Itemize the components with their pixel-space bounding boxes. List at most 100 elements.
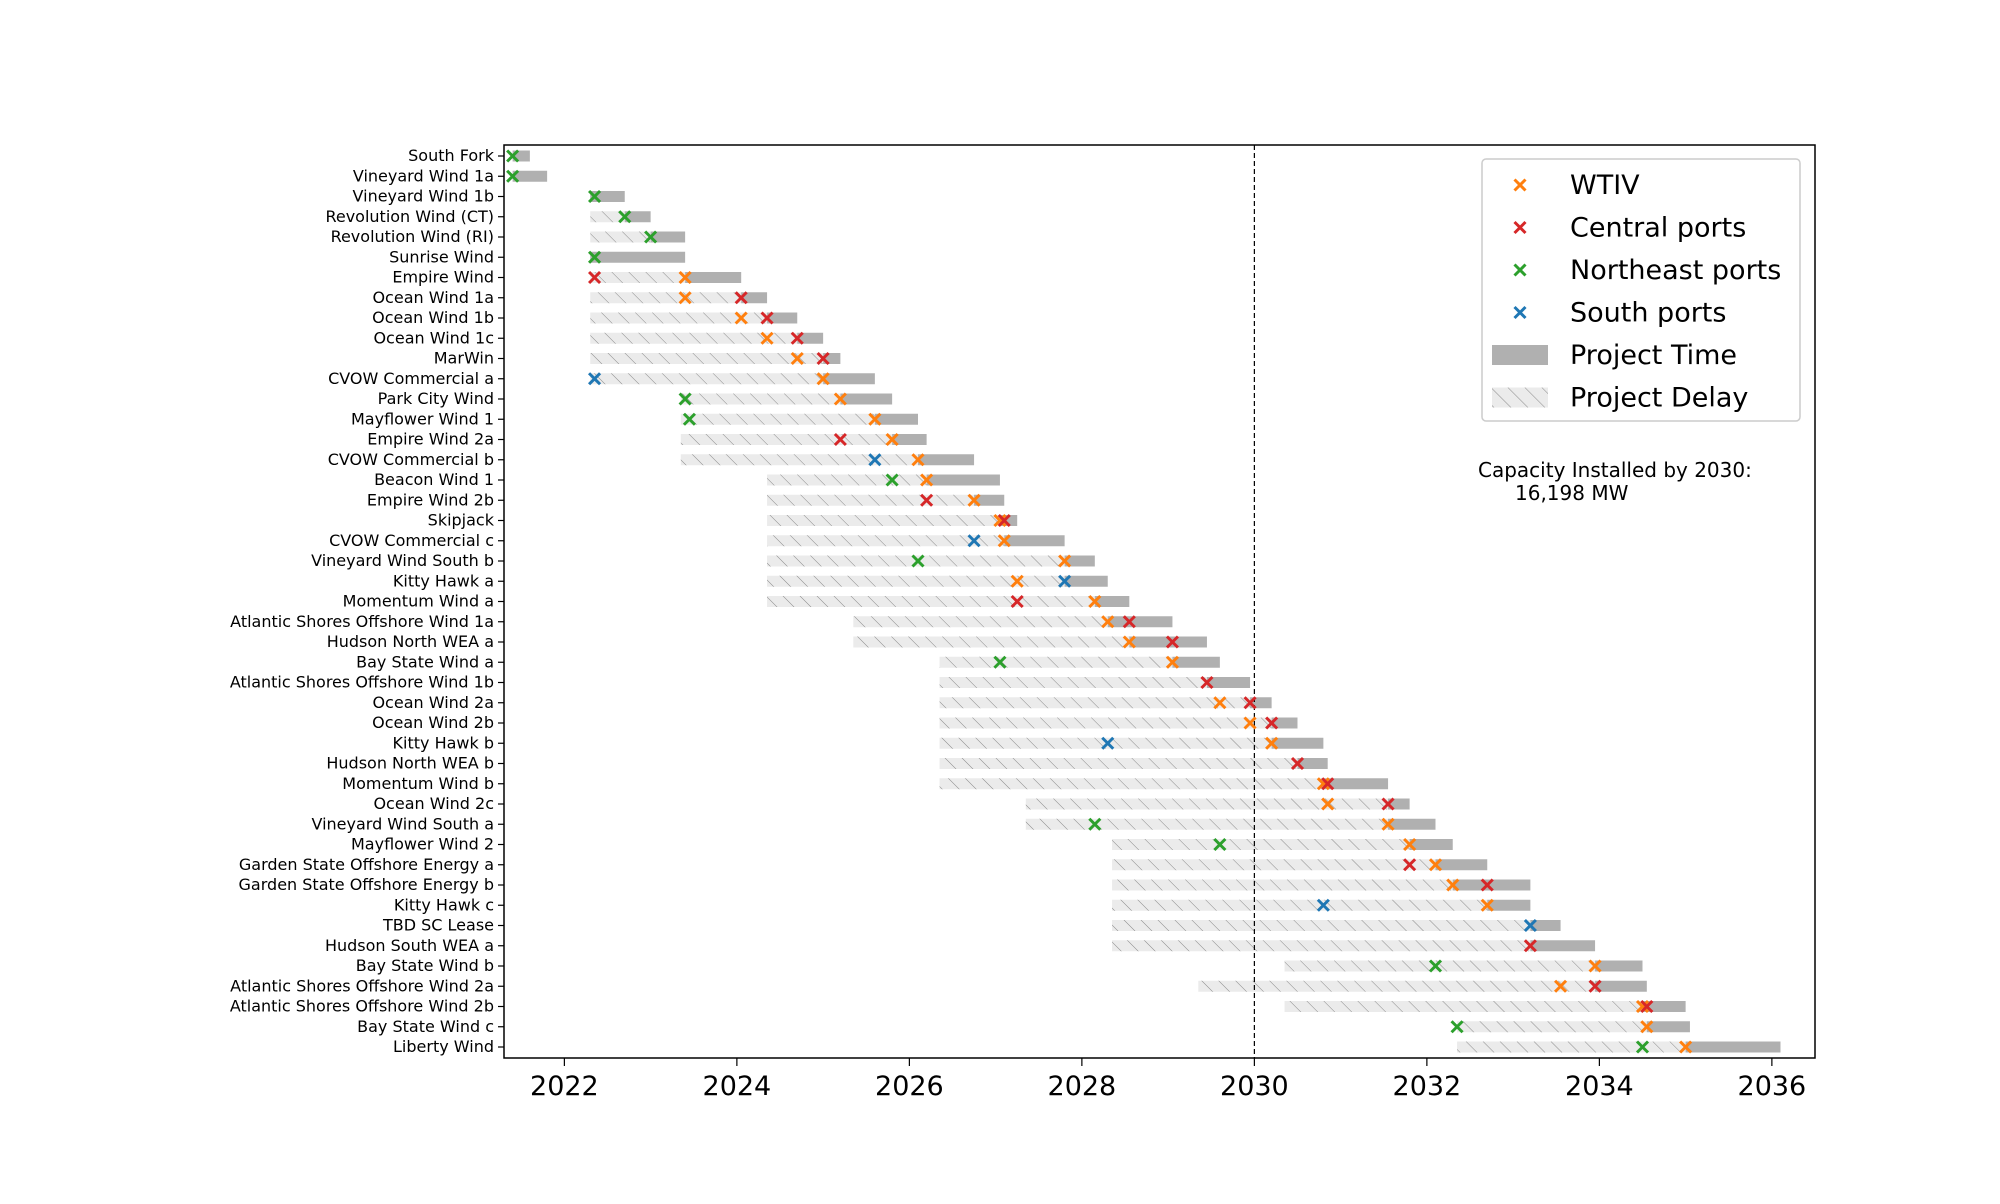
legend-delay-swatch xyxy=(1492,387,1548,408)
delay-bar xyxy=(767,535,1005,547)
legend-northeast-marker xyxy=(1513,263,1527,277)
annotation-line-1: Capacity Installed by 2030: xyxy=(1478,458,1752,482)
wtiv-marker xyxy=(1165,655,1179,669)
project-time-bar xyxy=(1388,798,1410,810)
project-time-bar xyxy=(624,211,651,223)
ytick-label: CVOW Commercial a xyxy=(328,369,494,388)
wtiv-marker xyxy=(993,513,1007,528)
ytick-label: CVOW Commercial b xyxy=(328,450,494,469)
wtiv-marker xyxy=(1088,594,1102,609)
wtiv-marker xyxy=(790,351,804,366)
south-marker xyxy=(868,453,882,467)
ytick-label: Kitty Hawk a xyxy=(393,571,494,590)
project-time-bar xyxy=(1297,758,1328,769)
ytick-label: Vineyard Wind South a xyxy=(311,814,494,833)
delay-bar xyxy=(939,778,1324,790)
ytick-label: Ocean Wind 1a xyxy=(372,288,494,307)
ytick-label: Skipjack xyxy=(428,511,495,530)
ytick-label: Hudson South WEA a xyxy=(325,936,494,955)
northeast-marker xyxy=(644,230,658,244)
project-time-bar xyxy=(797,332,824,344)
ytick-label: Ocean Wind 2b xyxy=(372,713,494,732)
wtiv-marker xyxy=(911,453,925,467)
delay-bar xyxy=(1284,1001,1643,1012)
ytick-label: Momentum Wind b xyxy=(342,774,494,793)
project-time-bar xyxy=(918,454,975,466)
south-marker xyxy=(1316,898,1330,912)
ytick-label: Revolution Wind (CT) xyxy=(325,207,494,226)
delay-bar xyxy=(1112,839,1410,850)
legend-entry-central: Central ports xyxy=(1513,213,1746,244)
northeast-marker xyxy=(1428,959,1443,973)
ytick-label: Vineyard Wind 1a xyxy=(353,166,494,185)
delay-bar xyxy=(1112,899,1488,911)
wtiv-marker xyxy=(1640,1020,1654,1034)
ytick-label: Park City Wind xyxy=(378,389,494,408)
central-marker xyxy=(1588,979,1602,993)
annotation: Capacity Installed by 2030: 16,198 MW xyxy=(1478,458,1752,505)
delay-bar xyxy=(1112,940,1531,952)
project-time-bar xyxy=(1530,940,1596,952)
northeast-marker xyxy=(506,149,520,163)
delay-bar xyxy=(590,272,686,283)
legend-central-marker xyxy=(1513,220,1527,235)
delay-bar xyxy=(939,717,1272,729)
ytick-label: Atlantic Shores Offshore Wind 1a xyxy=(230,612,494,631)
legend-entry-delay: Project Delay xyxy=(1492,383,1748,414)
ytick-label: Kitty Hawk c xyxy=(394,895,494,914)
central-marker xyxy=(1403,858,1417,872)
delay-bar xyxy=(680,393,841,405)
wtiv-marker xyxy=(967,493,981,507)
project-time-bar xyxy=(1595,980,1647,992)
legend-wtiv-marker xyxy=(1513,178,1527,192)
central-marker xyxy=(1165,635,1179,649)
legend-label: WTIV xyxy=(1570,170,1640,201)
delay-bar xyxy=(939,697,1251,709)
central-marker xyxy=(588,270,602,285)
ytick-label: Empire Wind 2a xyxy=(367,430,494,449)
ytick-label: Momentum Wind a xyxy=(343,592,494,611)
legend-box xyxy=(1481,158,1801,422)
wtiv-marker xyxy=(868,412,882,426)
ytick-label: Revolution Wind (RI) xyxy=(331,227,494,246)
delay-bar xyxy=(1457,1021,1647,1033)
wtiv-marker xyxy=(1058,554,1072,568)
project-time-bar xyxy=(512,170,548,182)
wtiv-marker xyxy=(678,291,692,305)
project-time-bar xyxy=(1064,555,1095,567)
ytick-label: Empire Wind xyxy=(392,268,494,287)
wtiv-marker xyxy=(1679,1040,1693,1054)
project-time-bar xyxy=(512,150,530,162)
delay-bar xyxy=(853,616,1108,628)
delay-bar xyxy=(590,231,651,243)
central-marker xyxy=(833,432,847,447)
south-marker xyxy=(588,372,602,386)
delay-bar xyxy=(1284,960,1596,972)
central-marker xyxy=(1265,716,1279,730)
project-time-bar xyxy=(974,494,1005,506)
project-time-bar xyxy=(1129,636,1207,648)
ytick-label: Atlantic Shores Offshore Wind 1b xyxy=(230,673,494,692)
central-marker xyxy=(1480,878,1494,892)
xtick-label: 2030 xyxy=(1220,1071,1289,1102)
project-time-bar xyxy=(1595,960,1643,972)
wtiv-marker xyxy=(1321,797,1335,811)
wtiv-marker xyxy=(1243,716,1257,730)
xtick-label: 2036 xyxy=(1738,1071,1807,1102)
wtiv-marker xyxy=(1554,979,1568,993)
ytick-label: Bay State Wind a xyxy=(356,652,494,671)
wtiv-marker xyxy=(1265,736,1279,750)
delay-bar xyxy=(590,373,824,385)
south-marker xyxy=(1101,736,1115,750)
legend-time-swatch xyxy=(1492,345,1548,365)
project-time-bar xyxy=(1452,879,1531,891)
northeast-marker xyxy=(682,412,696,426)
project-time-bar xyxy=(1530,920,1561,931)
wtiv-marker xyxy=(678,270,692,285)
xtick-label: 2026 xyxy=(875,1071,944,1102)
delay-bar xyxy=(590,292,742,304)
northeast-marker xyxy=(1213,837,1227,852)
bars-layer xyxy=(512,150,1781,1053)
annotation-line-2: 16,198 MW xyxy=(1515,481,1629,505)
